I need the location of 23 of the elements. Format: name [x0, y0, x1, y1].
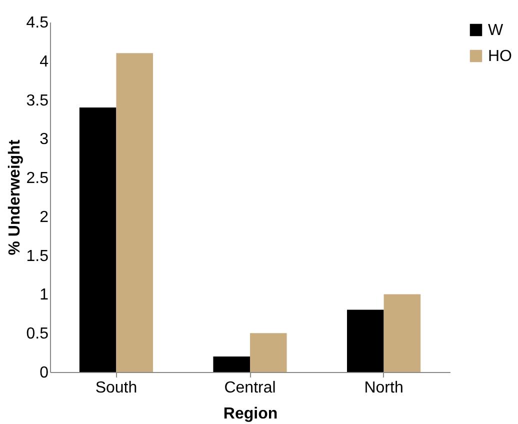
y-tick-label: 0.5	[26, 326, 49, 343]
legend-label: W	[488, 22, 504, 39]
legend-label: HO	[488, 48, 512, 65]
bar	[213, 356, 250, 372]
bar	[384, 294, 421, 372]
bar	[116, 53, 154, 372]
y-tick-label: 4.5	[26, 14, 49, 32]
bar	[346, 310, 384, 372]
bar	[79, 108, 116, 372]
y-tick-label: 3	[40, 131, 49, 148]
y-tick-label: 3.5	[26, 92, 49, 110]
y-tick-label: 2.5	[26, 170, 49, 188]
y-tick-label: 1.5	[26, 248, 49, 265]
bar	[250, 333, 287, 372]
y-tick-label: 2	[40, 208, 49, 226]
y-tick-label: 0	[40, 364, 49, 382]
x-tick-label: South	[95, 380, 138, 396]
x-tick-label: North	[364, 380, 404, 396]
y-axis-title: % Underweight	[6, 139, 24, 256]
y-tick-label: 4	[40, 53, 49, 70]
x-tick-label: Central	[224, 380, 276, 396]
y-tick-label: 1	[40, 286, 49, 304]
x-axis-title: Region	[223, 406, 278, 422]
